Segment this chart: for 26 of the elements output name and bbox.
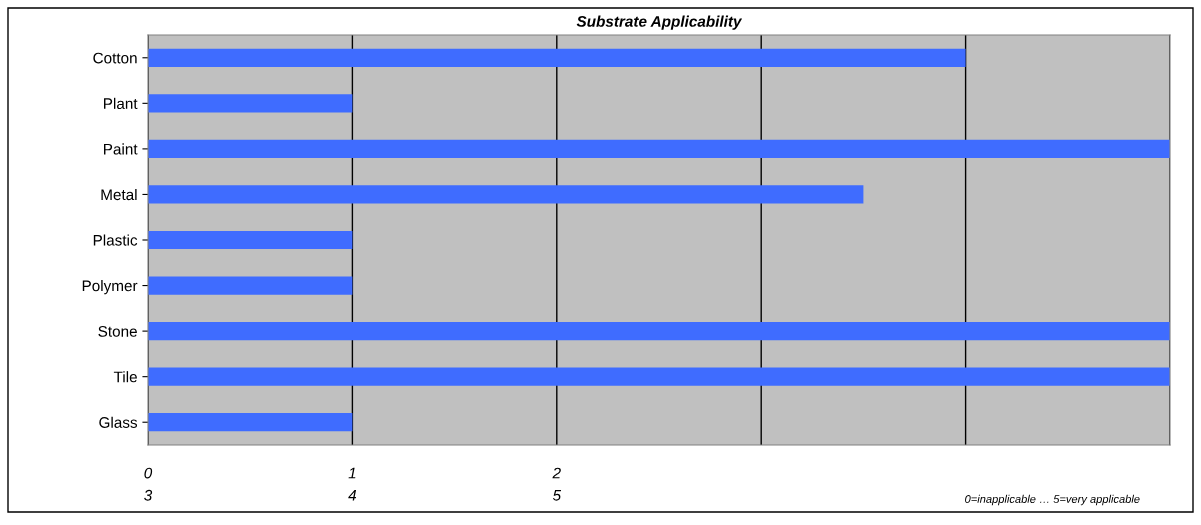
text: 0=inapplicable … 5=very applicable: [965, 494, 1140, 506]
x-tick-label: 2: [552, 467, 561, 479]
bar: [148, 48, 966, 67]
x-tick-label: 1: [348, 467, 356, 479]
y-tick-label: Glass: [99, 416, 138, 428]
y-tick-label: Paint: [104, 143, 138, 155]
bar: [148, 230, 353, 250]
y-tick-label: Cotton: [93, 52, 137, 64]
bar: [148, 276, 353, 295]
bar: [148, 367, 1170, 386]
text: 3: [144, 489, 153, 501]
bar: [148, 139, 1170, 158]
y-tick-label: Metal: [101, 188, 137, 201]
x-tick-label: 0: [144, 467, 153, 479]
text: 4: [348, 490, 357, 501]
bar: [148, 413, 353, 432]
bar: [148, 94, 353, 113]
bar: [148, 322, 1170, 341]
text: 5: [552, 490, 562, 501]
y-tick-label: Plant: [104, 97, 138, 110]
bar: [148, 185, 864, 204]
y-tick-label: Polymer: [82, 280, 138, 295]
y-tick-label: Tile: [113, 371, 137, 383]
chart-title: Substrate Applicability: [576, 15, 743, 30]
y-tick-label: Stone: [98, 325, 137, 337]
y-tick-label: Plastic: [93, 234, 138, 246]
